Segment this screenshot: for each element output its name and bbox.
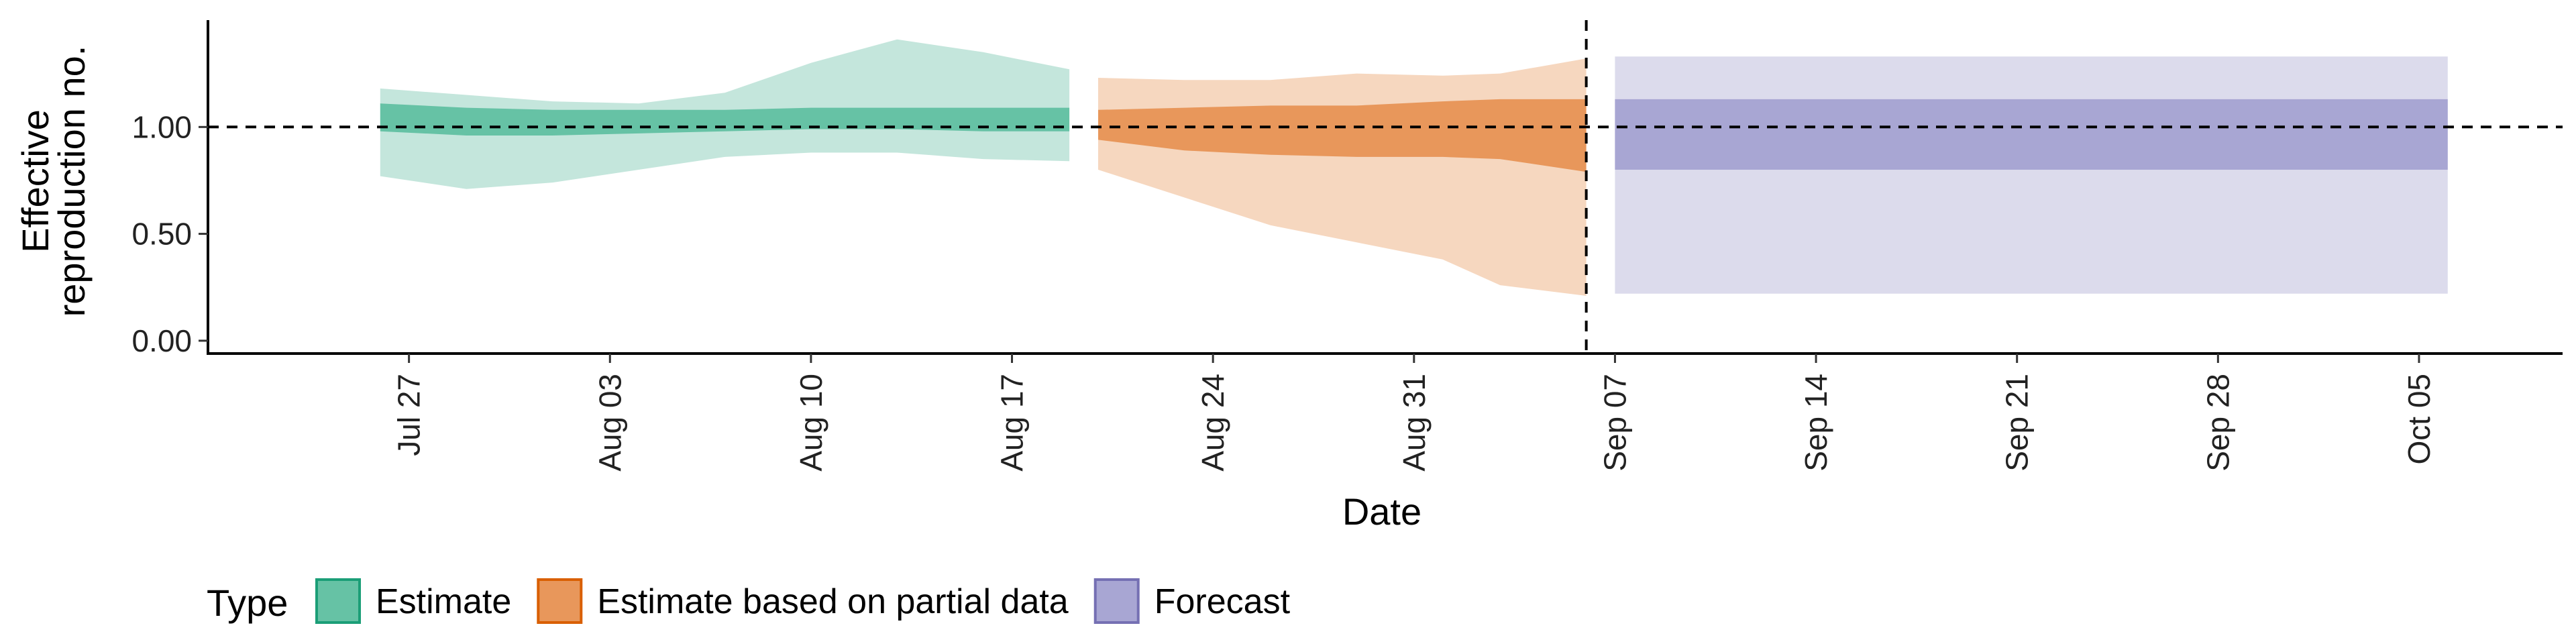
x-tick-label: Jul 27 (392, 374, 427, 456)
x-tick-label: Aug 17 (995, 374, 1030, 472)
y-tick-label: 0.00 (131, 323, 192, 358)
legend-title: Type (207, 582, 288, 624)
reference-lines (208, 20, 2563, 354)
x-tick-label: Sep 28 (2200, 374, 2235, 472)
legend-label-forecast: Forecast (1155, 582, 1291, 621)
y-axis-title-line-1: Effective (14, 109, 56, 253)
x-tick-label: Oct 05 (2402, 374, 2436, 465)
ribbon-50-estimate-based-on-partial-data (1098, 99, 1587, 172)
x-tick-label: Aug 24 (1195, 374, 1230, 472)
legend-key-estimate-based-on-partial-data (537, 578, 583, 624)
y-axis-title: Effective reproduction no. (14, 46, 93, 317)
ribbon-90-estimate-based-on-partial-data (1098, 58, 1587, 297)
ribbon-90-forecast (1615, 56, 2448, 294)
legend: Type Estimate Estimate based on partial d… (207, 578, 1291, 624)
y-tick-label: 1.00 (131, 109, 192, 144)
x-tick-label: Aug 31 (1397, 374, 1432, 472)
legend-key-estimate (315, 578, 361, 624)
y-axis-title-line-2: reproduction no. (50, 46, 93, 317)
ribbon-layer (380, 39, 2448, 297)
ribbon-50-forecast (1615, 99, 2448, 170)
x-tick-label: Sep 21 (2000, 374, 2035, 472)
x-tick-label: Sep 07 (1597, 374, 1632, 472)
y-tick-label: 0.50 (131, 217, 192, 252)
legend-label-estimate-based-on-partial-data: Estimate based on partial data (597, 582, 1069, 621)
axes: 0.00 0.50 1.00 Jul 27 Aug 03 Aug 10 Aug 17 Aug … (131, 20, 2563, 472)
x-tick-label: Aug 03 (592, 374, 627, 472)
x-axis-title: Date (1342, 490, 1421, 533)
legend-label-estimate: Estimate (376, 582, 511, 621)
legend-key-forecast (1093, 578, 1140, 624)
x-tick-label: Aug 10 (794, 374, 828, 472)
x-tick-label: Sep 14 (1799, 374, 1833, 472)
